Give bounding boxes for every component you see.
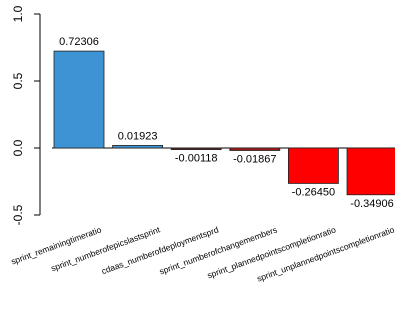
data-label: -0.26450 (292, 186, 335, 198)
bar (346, 147, 395, 196)
bar (229, 147, 281, 151)
y-tick-label: -0.5 (11, 204, 25, 225)
data-label: -0.00118 (175, 153, 218, 165)
bars-group (53, 50, 395, 196)
data-label: 0.72306 (59, 36, 99, 48)
y-tick-label: 0.0 (11, 139, 25, 156)
data-label: -0.34906 (350, 198, 393, 210)
bar (53, 50, 105, 149)
data-label: -0.01867 (233, 154, 276, 166)
bar (112, 145, 163, 149)
data-label: 0.01923 (118, 130, 158, 142)
y-tick-label: 1.0 (11, 5, 25, 22)
data-labels-group: 0.72306 0.01923 -0.00118 -0.01867 -0.26450 -0… (59, 36, 394, 210)
bar (170, 147, 222, 151)
bar (287, 147, 339, 184)
y-tick-label: 0.5 (11, 72, 25, 89)
category-labels-group: sprint_remainingtimeratiosprint_numberof… (10, 224, 395, 283)
y-axis-ticks: -0.5 0.0 0.5 1.0 (11, 5, 40, 225)
